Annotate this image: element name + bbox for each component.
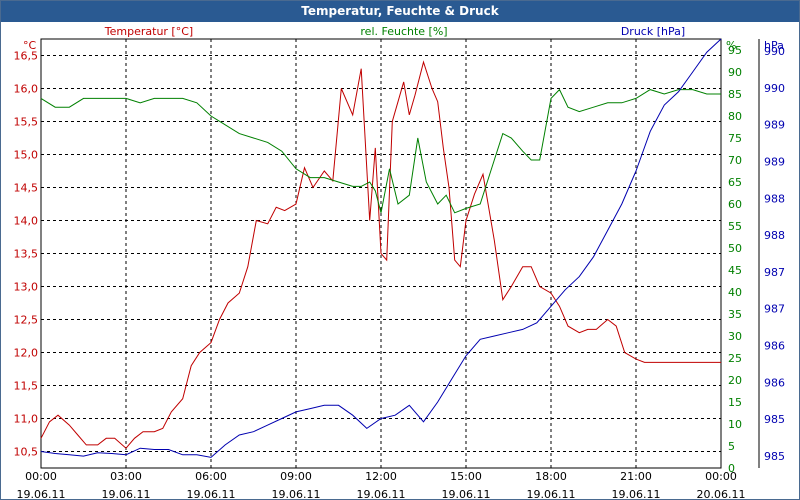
x-tick-date: 19.06.11 [102,488,151,499]
temperature-series-line [40,60,721,449]
temperature-axis-label: Temperatur [°C] [104,25,193,38]
humidity-tick-label: 5 [728,440,735,453]
temperature-tick-label: 14,0 [14,215,39,228]
window-title: Temperatur, Feuchte & Druck [1,1,799,22]
humidity-tick-label: 30 [728,330,742,343]
pressure-tick-label: 985 [764,413,785,426]
pressure-tick-label: 986 [764,340,785,353]
x-tick-date: 19.06.11 [272,488,321,499]
humidity-tick-label: 85 [728,88,742,101]
pressure-tick-label: 989 [764,119,785,132]
temperature-tick-label: 15,0 [14,149,39,162]
x-tick-date: 19.06.11 [442,488,491,499]
chart: 00:00 19.06.11 03:00 19.06.11 06:00 19.06.11 0… [14,25,786,499]
x-tick-time: 06:00 [195,470,227,483]
humidity-tick-label: 10 [728,418,742,431]
pressure-tick-label: 987 [764,303,785,316]
humidity-tick-label: 70 [728,154,742,167]
humidity-tick-label: 95 [728,44,742,57]
x-tick-date: 20.06.11 [697,488,746,499]
humidity-tick-label: 15 [728,396,742,409]
x-tick-time: 15:00 [450,470,482,483]
x-tick-time: 18:00 [535,470,567,483]
temperature-tick-label: 15,5 [14,116,39,129]
temperature-unit: °C [23,39,37,52]
x-tick-time: 00:00 [705,470,737,483]
humidity-tick-label: 50 [728,242,742,255]
humidity-series-line [40,88,721,214]
pressure-tick-label: 985 [764,450,785,463]
x-tick-date: 19.06.11 [17,488,66,499]
pressure-tick-label: 986 [764,376,785,389]
x-tick-date: 19.06.11 [187,488,236,499]
temperature-tick-label: 13,5 [14,248,39,261]
humidity-tick-label: 20 [728,374,742,387]
x-tick-time: 21:00 [620,470,652,483]
humidity-tick-label: 25 [728,352,742,365]
pressure-unit: hPa [764,39,784,52]
pressure-tick-label: 988 [764,192,785,205]
humidity-axis-label: rel. Feuchte [%] [360,25,447,38]
pressure-tick-label: 990 [764,45,785,58]
pressure-tick-label: 989 [764,155,785,168]
temperature-tick-label: 14,5 [14,182,39,195]
humidity-tick-label: 40 [728,286,742,299]
x-tick-time: 12:00 [365,470,397,483]
humidity-tick-label: 65 [728,176,742,189]
temperature-tick-label: 11,0 [14,413,39,426]
pressure-tick-label: 990 [764,82,785,95]
temperature-tick-label: 13,0 [14,281,39,294]
x-tick-date: 19.06.11 [357,488,406,499]
x-tick-time: 00:00 [25,470,57,483]
humidity-tick-label: 90 [728,66,742,79]
humidity-tick-label: 60 [728,198,742,211]
humidity-unit: % [726,39,736,52]
temperature-tick-label: 12,5 [14,314,39,327]
temperature-tick-label: 10,5 [14,446,39,459]
temperature-tick-label: 12,0 [14,347,39,360]
humidity-tick-label: 0 [728,462,735,475]
humidity-tick-label: 45 [728,264,742,277]
temperature-tick-label: 16,0 [14,83,39,96]
humidity-tick-label: 55 [728,220,742,233]
humidity-tick-label: 80 [728,110,742,123]
x-tick-date: 19.06.11 [527,488,576,499]
temperature-tick-label: 11,5 [14,380,39,393]
x-tick-time: 03:00 [110,470,142,483]
x-tick-time: 09:00 [280,470,312,483]
pressure-tick-label: 988 [764,229,785,242]
pressure-tick-label: 987 [764,266,785,279]
x-tick-date: 19.06.11 [612,488,661,499]
humidity-tick-label: 75 [728,132,742,145]
humidity-tick-label: 35 [728,308,742,321]
temperature-tick-label: 16,5 [14,50,39,63]
pressure-axis-label: Druck [hPa] [621,25,685,38]
pressure-series-line [40,38,722,458]
